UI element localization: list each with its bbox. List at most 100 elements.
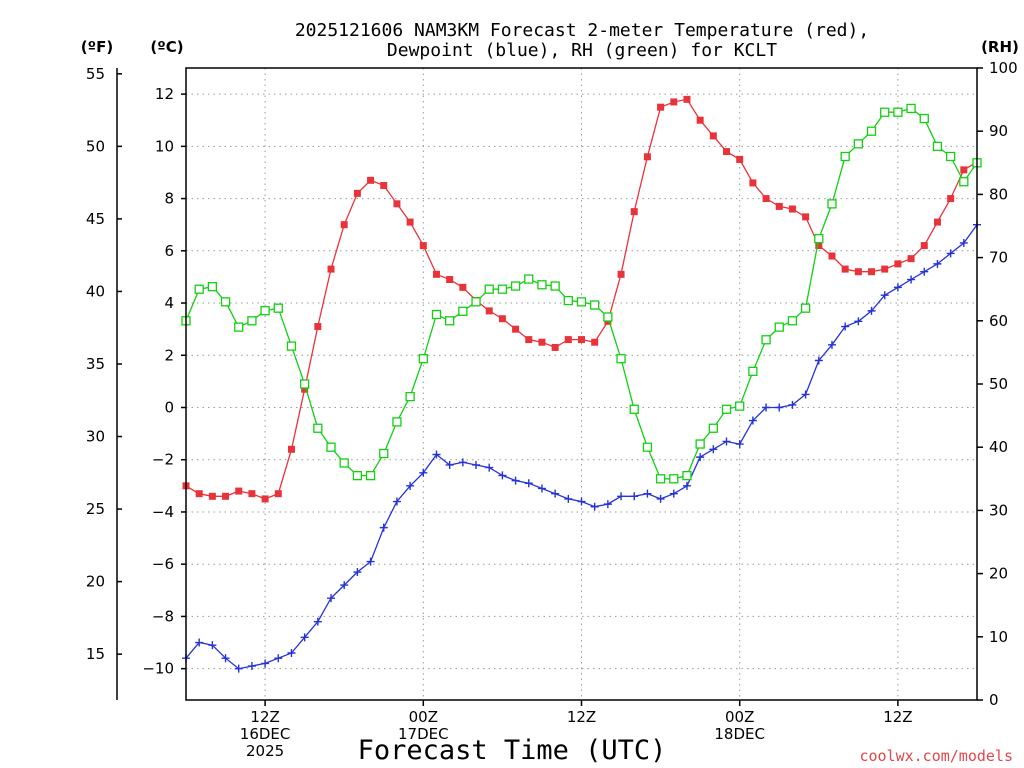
data-point [828, 252, 836, 260]
data-point [591, 338, 599, 346]
title-line-2: Dewpoint (blue), RH (green) for KCLT [387, 40, 777, 61]
data-point [445, 460, 454, 469]
data-point [300, 633, 309, 642]
data-point [551, 489, 560, 498]
data-point [564, 494, 573, 503]
rh-tick-label: 40 [989, 438, 1008, 456]
data-point [616, 354, 626, 364]
data-point [222, 492, 230, 500]
data-point [207, 282, 218, 292]
data-point [643, 489, 652, 498]
rh-tick-label: 0 [989, 691, 999, 709]
data-point [550, 281, 560, 291]
data-point [274, 490, 282, 498]
data-point [669, 489, 678, 498]
data-point [774, 322, 784, 332]
data-point [405, 391, 415, 402]
data-point [854, 317, 863, 326]
fahrenheit-tick-label: 20 [86, 573, 105, 591]
data-point [920, 267, 929, 276]
plot-frame [185, 67, 978, 701]
data-point [287, 648, 296, 657]
data-point [274, 654, 283, 663]
data-point [379, 448, 389, 459]
celsius-tick-label: 12 [155, 85, 174, 103]
data-point [353, 189, 361, 197]
data-point [735, 440, 744, 449]
data-point [366, 557, 375, 566]
data-point [655, 474, 666, 484]
data-point [735, 401, 745, 411]
time-tick-label: 2025 [246, 742, 284, 760]
data-point [630, 208, 638, 216]
fahrenheit-tick-label: 45 [86, 210, 105, 228]
data-point [353, 568, 362, 577]
data-point [299, 379, 310, 389]
celsius-tick-label: 0 [164, 399, 174, 417]
rh-tick-label: 60 [989, 312, 1008, 330]
rh-tick-label: 80 [989, 185, 1008, 203]
data-point [854, 268, 862, 276]
data-point [564, 336, 572, 344]
data-point [630, 492, 639, 501]
data-point [642, 442, 653, 452]
data-point [933, 259, 942, 268]
series-rh [181, 103, 982, 484]
data-point [367, 176, 375, 184]
data-point [195, 490, 203, 498]
fahrenheit-tick-label: 50 [86, 137, 105, 155]
data-point [840, 151, 850, 162]
data-point [867, 306, 876, 315]
fahrenheit-tick-label: 15 [86, 645, 105, 663]
data-point [880, 107, 890, 117]
data-point [379, 523, 388, 532]
data-point [736, 155, 744, 163]
data-point [709, 445, 718, 454]
data-point [590, 502, 599, 511]
celsius-tick-label: 4 [164, 294, 174, 312]
data-point [603, 312, 613, 322]
chart-title: 2025121606 NAM3KM Forecast 2-meter Tempe… [295, 20, 869, 61]
data-point [485, 463, 494, 472]
data-point [314, 323, 322, 331]
fahrenheit-axis: 55 50 45 40 35 30 25 20 15 [86, 65, 122, 700]
data-point [590, 300, 600, 310]
data-point [392, 417, 402, 427]
time-tick-label: 00Z [725, 708, 754, 726]
data-point [762, 195, 770, 203]
time-tick-label: 16DEC [240, 725, 291, 743]
rh-tick-label: 20 [989, 565, 1008, 583]
data-point [525, 336, 533, 344]
fahrenheit-tick-label: 25 [86, 500, 105, 518]
data-point [802, 213, 810, 221]
data-point [327, 265, 335, 273]
data-point [933, 218, 941, 226]
time-tick-label: 17DEC [398, 725, 449, 743]
data-point [617, 492, 626, 501]
data-point [577, 497, 586, 506]
watermark: coolwx.com/models [859, 747, 1013, 765]
data-point [248, 490, 256, 498]
data-point [893, 283, 902, 292]
data-point [617, 270, 625, 278]
data-point [721, 404, 732, 414]
data-point [629, 404, 639, 414]
data-point [208, 641, 217, 650]
data-point [510, 281, 521, 291]
data-point [683, 95, 691, 103]
data-point [841, 322, 850, 331]
celsius-axis: 12 10 8 6 4 2 0 −2 −4 −6 −8 −10 [142, 85, 186, 678]
data-point [800, 303, 811, 313]
data-point [472, 460, 481, 469]
data-point [960, 166, 968, 174]
data-point [815, 242, 823, 250]
data-point [643, 153, 651, 161]
data-point [340, 581, 349, 590]
data-point [195, 638, 204, 647]
data-point [498, 315, 506, 323]
data-point [906, 103, 916, 114]
data-point [723, 148, 731, 156]
celsius-tick-label: −8 [152, 607, 174, 625]
data-point [880, 291, 889, 300]
